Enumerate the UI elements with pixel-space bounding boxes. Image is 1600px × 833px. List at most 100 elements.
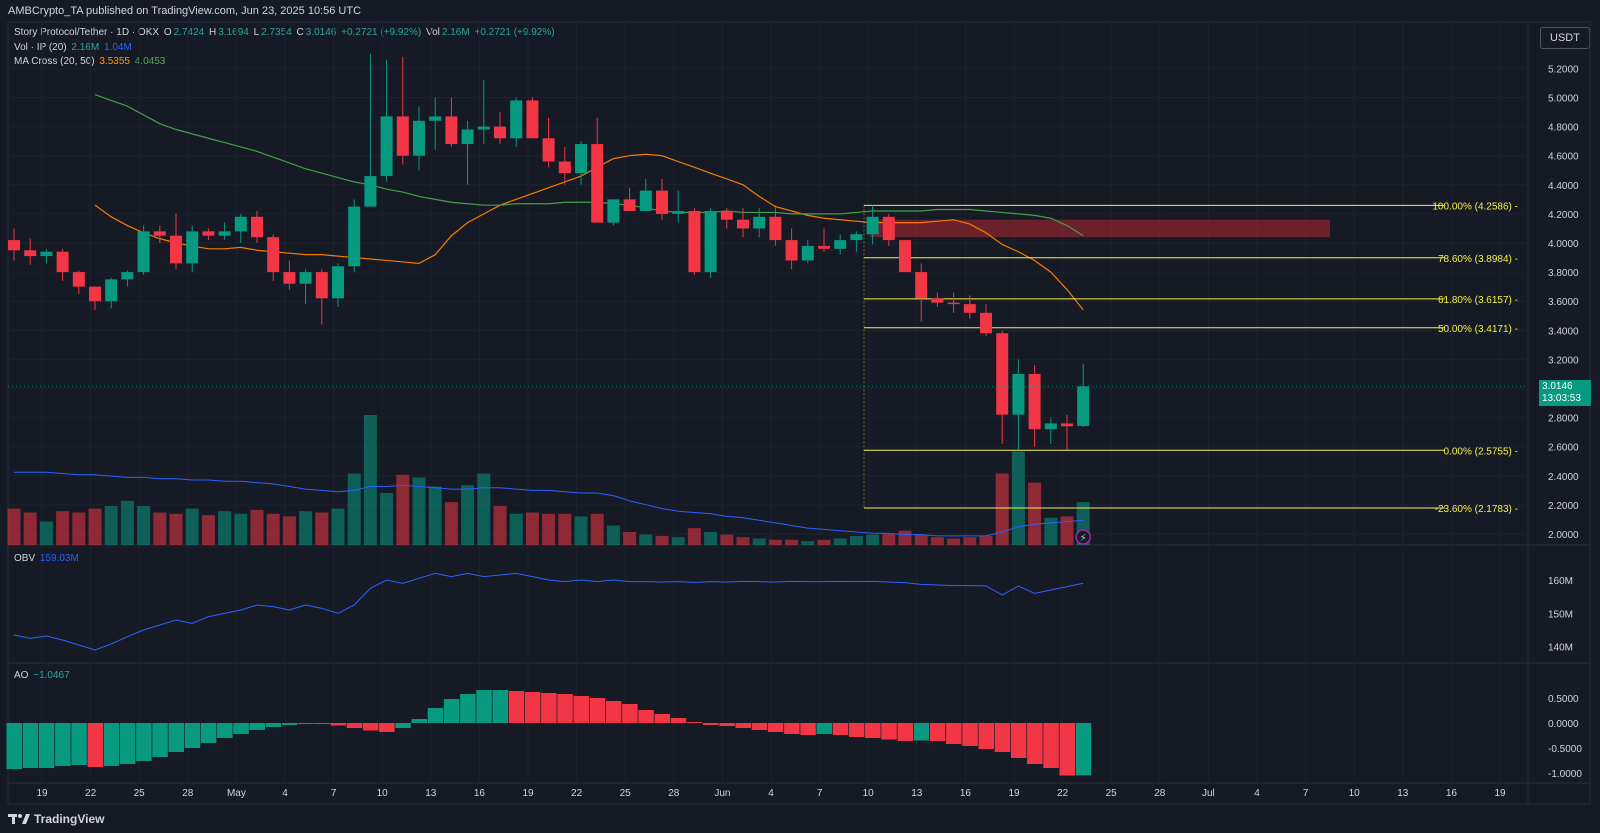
lightning-icon: ⚡ (1080, 533, 1087, 544)
candle-body (24, 250, 37, 257)
time-tick-label: 7 (817, 788, 823, 799)
ao-tick-label: 0.0000 (1548, 719, 1579, 730)
volume-bar (623, 532, 637, 545)
candle-body (688, 210, 701, 273)
ao-bar (298, 723, 314, 724)
ao-bar (200, 723, 217, 743)
price-tick-label: 5.0000 (1548, 94, 1579, 105)
ao-bar (929, 723, 946, 741)
ma-cross-legend[interactable]: MA Cross (20, 50) 3.5355 4.0453 (14, 56, 166, 67)
close-value: 3.0146 (305, 27, 337, 38)
candle-body (558, 161, 571, 174)
candle-body (364, 176, 377, 207)
price-tick-label: 4.2000 (1548, 210, 1579, 221)
price-tick-label: 3.8000 (1548, 268, 1579, 279)
ao-bar (168, 723, 184, 752)
ao-legend[interactable]: AO −1.0467 (14, 670, 70, 681)
ao-bar (719, 723, 735, 726)
candle-body (283, 272, 296, 284)
fib-level-label: -23.60% (2.1783) - (1435, 504, 1518, 515)
volume-bar (315, 512, 329, 545)
candle-body (56, 251, 69, 273)
ao-bar (55, 723, 71, 766)
candle-body (623, 199, 636, 211)
tradingview-logo[interactable]: TradingView (8, 812, 104, 826)
ma20-line (94, 153, 1084, 311)
ao-bar (832, 723, 849, 735)
obv-legend[interactable]: OBV 159.03M (14, 553, 79, 564)
volume-bar (979, 535, 993, 545)
change-value-2: +0.2721 (+9.92%) (474, 27, 555, 38)
price-tick-label: 3.2000 (1548, 355, 1579, 366)
time-tick-label: 28 (1154, 788, 1166, 799)
candle-body (251, 216, 263, 238)
symbol-name[interactable]: Story Protocol/Tether · 1D · OKX (14, 27, 160, 38)
price-tick-label: 3.4000 (1548, 326, 1579, 337)
candle-body (915, 272, 928, 299)
price-tick-label: 2.2000 (1548, 501, 1579, 512)
candle-body (931, 298, 944, 303)
ao-bar (800, 723, 816, 735)
time-tick-label: 16 (474, 788, 486, 799)
ao-bar (589, 698, 606, 723)
time-tick-label: 10 (377, 788, 389, 799)
high-value: 3.1694 (218, 27, 249, 38)
volume-bar (995, 473, 1009, 545)
ao-bar (71, 723, 87, 765)
time-tick-label: 19 (36, 788, 48, 799)
time-tick-label: 19 (1494, 788, 1506, 799)
fib-level-label: 50.00% (3.4171) - (1438, 324, 1518, 335)
volume-bar (655, 535, 669, 545)
volume-bar (785, 539, 799, 545)
ao-bar (314, 723, 330, 724)
ao-bar (362, 723, 379, 731)
candle-body (332, 266, 344, 299)
ma50-line (94, 94, 1084, 237)
time-tick-label: 10 (863, 788, 875, 799)
candle-body (105, 279, 118, 302)
volume-bar (833, 538, 847, 545)
time-tick-label: 16 (960, 788, 972, 799)
ao-bar (330, 723, 346, 726)
ao-bar (670, 718, 687, 723)
ao-bar (865, 723, 881, 738)
volume-bar (866, 534, 880, 545)
candle-body (899, 240, 911, 273)
ao-tick-label: 0.5000 (1548, 694, 1579, 705)
time-tick-label: 13 (911, 788, 923, 799)
fib-level-label: 78.60% (3.8984) - (1438, 254, 1518, 265)
event-marker-icon (1075, 529, 1091, 545)
candle-body (720, 210, 733, 220)
volume-bar (234, 513, 248, 545)
volume-bar (282, 516, 296, 545)
volume-bar (412, 477, 426, 545)
ao-bar (427, 708, 444, 723)
time-tick-label: 4 (1254, 788, 1260, 799)
fib-level-label: 100.00% (4.2586) - (1432, 201, 1518, 212)
ao-bar (281, 723, 298, 725)
candle-body (380, 116, 393, 177)
volume-bar (1044, 517, 1058, 545)
ao-bar (605, 701, 622, 723)
volume-bar (1011, 451, 1025, 545)
candle-body (315, 272, 328, 299)
candle-body (429, 116, 442, 121)
ao-bar (573, 696, 589, 723)
volume-legend[interactable]: Vol · IP (20) 2.16M 1.04M (14, 42, 132, 53)
candle-body (299, 272, 312, 284)
candle-body (850, 234, 863, 241)
candle-body (801, 245, 814, 261)
ao-bar (492, 690, 508, 723)
candle-body (882, 216, 895, 241)
ao-bar (395, 723, 411, 728)
candle-body (591, 144, 604, 223)
candle-body (1061, 423, 1073, 427)
price-tick-label: 2.8000 (1548, 414, 1579, 425)
bar-countdown: 13:03:53 (1542, 393, 1581, 404)
volume-bar (444, 502, 458, 545)
volume-bar (56, 511, 70, 545)
candle-body (947, 302, 960, 305)
price-tick-label: 2.0000 (1548, 530, 1579, 541)
volume-bar (930, 537, 944, 545)
